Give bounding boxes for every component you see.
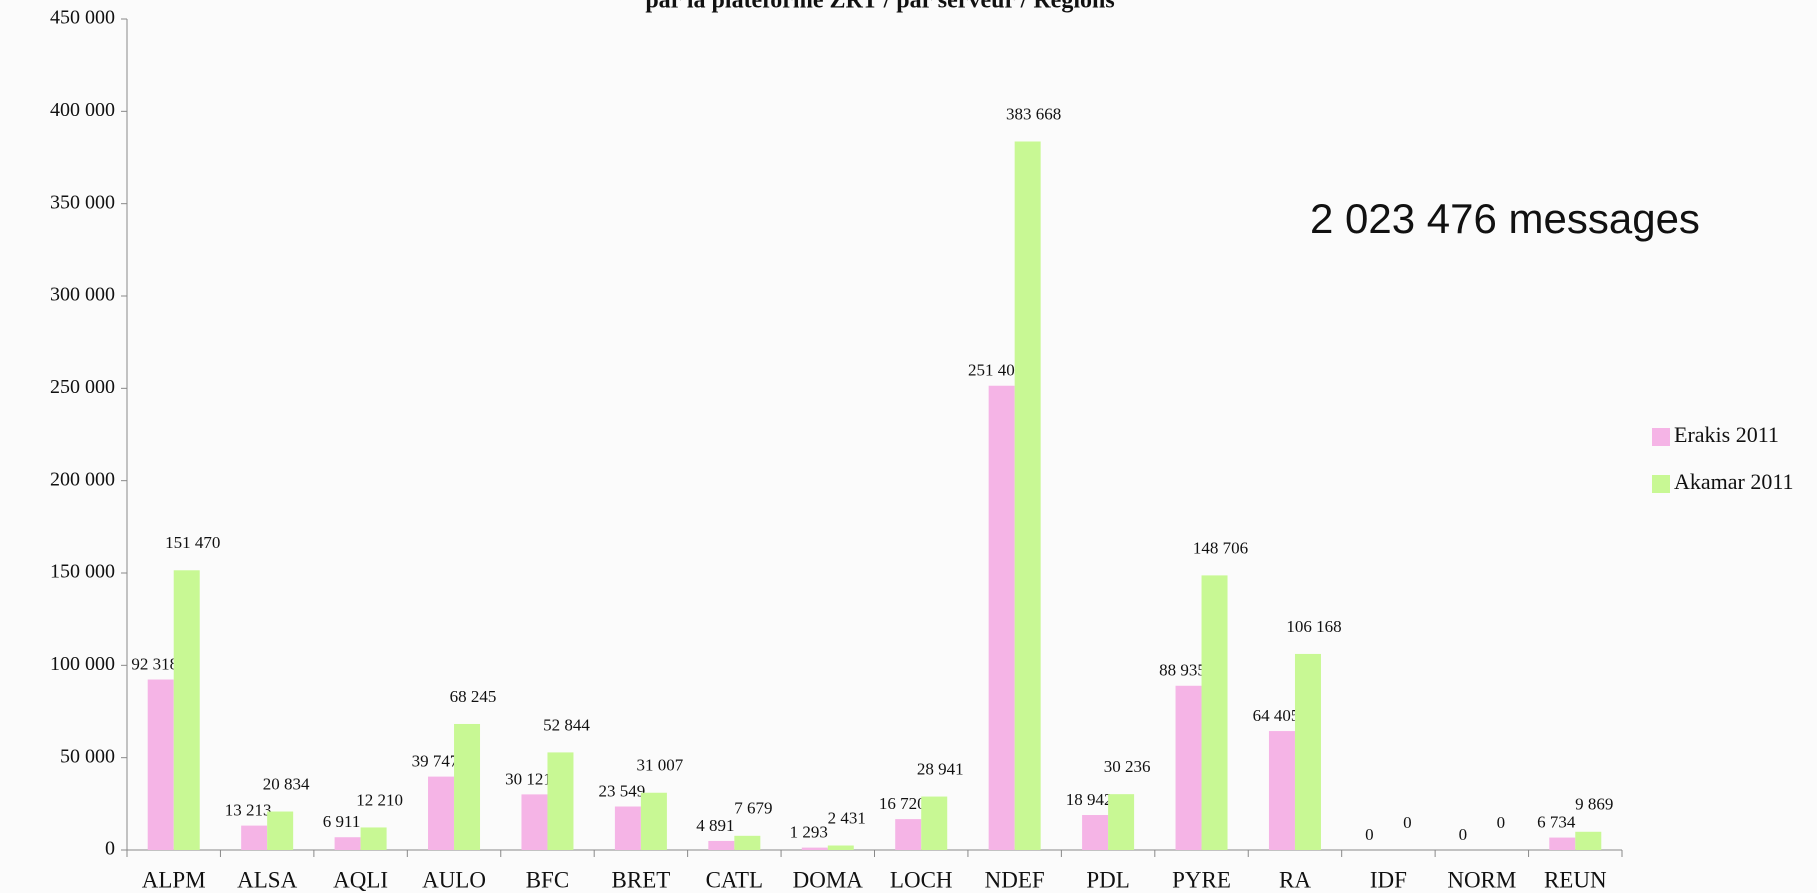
bar [334, 837, 361, 850]
x-tick-label: RA [1279, 867, 1311, 892]
chart-title: par la plateforme ZRT / par serveur / Ré… [645, 0, 1114, 14]
value-label: 23 549 [599, 781, 646, 800]
x-tick-label: LOCH [890, 867, 953, 892]
bar [360, 827, 387, 850]
x-tick-label: PYRE [1172, 867, 1231, 892]
bar [614, 806, 641, 850]
bar [1268, 731, 1295, 850]
x-tick-label: REUN [1544, 867, 1607, 892]
legend-label: Erakis 2011 [1674, 422, 1779, 447]
bar [734, 835, 761, 850]
x-tick-label: NDEF [985, 867, 1045, 892]
bar [1201, 575, 1228, 850]
bar [1108, 794, 1135, 850]
bar [1082, 815, 1109, 850]
value-label: 9 869 [1575, 795, 1613, 814]
value-label: 1 293 [790, 823, 828, 842]
legend-label: Akamar 2011 [1674, 469, 1794, 494]
value-label: 64 405 [1253, 706, 1300, 725]
y-tick-label: 300 000 [50, 284, 115, 306]
value-label: 7 679 [734, 799, 772, 818]
value-label: 92 318 [131, 654, 178, 673]
value-label: 88 935 [1159, 661, 1206, 680]
x-tick-label: AULO [422, 867, 486, 892]
bar [640, 792, 667, 850]
bar [1014, 141, 1041, 850]
y-tick-label: 250 000 [50, 376, 115, 398]
value-label: 383 668 [1006, 104, 1061, 123]
value-label: 148 706 [1193, 538, 1248, 557]
x-tick-label: BRET [612, 867, 671, 892]
value-label: 12 210 [356, 790, 403, 809]
bar [1294, 653, 1321, 850]
value-label: 0 [1497, 813, 1506, 832]
bar [921, 796, 948, 850]
value-label: 20 834 [263, 774, 310, 793]
legend-swatch [1652, 428, 1670, 446]
value-label: 2 431 [828, 808, 866, 827]
x-tick-label: ALPM [142, 867, 206, 892]
value-label: 151 470 [165, 533, 220, 552]
value-label: 68 245 [450, 687, 497, 706]
bar [454, 723, 481, 850]
y-tick-label: 0 [105, 838, 115, 860]
bar [708, 840, 735, 850]
bar [267, 811, 294, 850]
value-label: 106 168 [1286, 617, 1341, 636]
bar [1575, 831, 1602, 850]
bar [241, 825, 268, 850]
bar [147, 679, 174, 850]
y-tick-label: 450 000 [50, 7, 115, 29]
bar [428, 776, 455, 850]
y-tick-label: 100 000 [50, 653, 115, 675]
x-tick-label: NORM [1447, 867, 1516, 892]
value-label: 6 911 [323, 812, 361, 831]
annotation: 2 023 476 messages [1310, 195, 1700, 242]
bar [173, 570, 200, 850]
value-label: 6 734 [1537, 812, 1576, 831]
bar [1549, 837, 1576, 850]
value-label: 251 408 [968, 361, 1023, 380]
bar [801, 847, 828, 850]
value-label: 28 941 [917, 759, 964, 778]
value-label: 4 891 [696, 816, 734, 835]
value-label: 16 720 [879, 794, 926, 813]
value-label: 31 007 [637, 756, 684, 775]
y-tick-label: 350 000 [50, 191, 115, 213]
x-tick-label: AQLI [333, 867, 388, 892]
bar [521, 794, 548, 850]
value-label: 0 [1459, 825, 1468, 844]
value-label: 30 121 [505, 769, 552, 788]
bar [988, 385, 1015, 850]
y-tick-label: 50 000 [60, 745, 115, 767]
x-tick-label: ALSA [237, 867, 297, 892]
x-tick-label: PDL [1086, 867, 1129, 892]
bar [895, 819, 922, 850]
bar [1175, 685, 1202, 850]
x-tick-label: IDF [1370, 867, 1407, 892]
value-label: 0 [1365, 825, 1374, 844]
value-label: 0 [1403, 813, 1412, 832]
y-tick-label: 150 000 [50, 561, 115, 583]
value-label: 18 942 [1066, 790, 1113, 809]
value-label: 30 236 [1104, 757, 1151, 776]
bar [547, 752, 574, 850]
value-label: 13 213 [225, 801, 272, 820]
y-tick-label: 200 000 [50, 468, 115, 490]
bar [827, 845, 854, 850]
legend-swatch [1652, 475, 1670, 493]
y-tick-label: 400 000 [50, 99, 115, 121]
value-label: 39 747 [412, 752, 459, 771]
x-tick-label: DOMA [793, 867, 864, 892]
value-label: 52 844 [543, 715, 590, 734]
x-tick-label: BFC [526, 867, 569, 892]
x-tick-label: CATL [706, 867, 764, 892]
